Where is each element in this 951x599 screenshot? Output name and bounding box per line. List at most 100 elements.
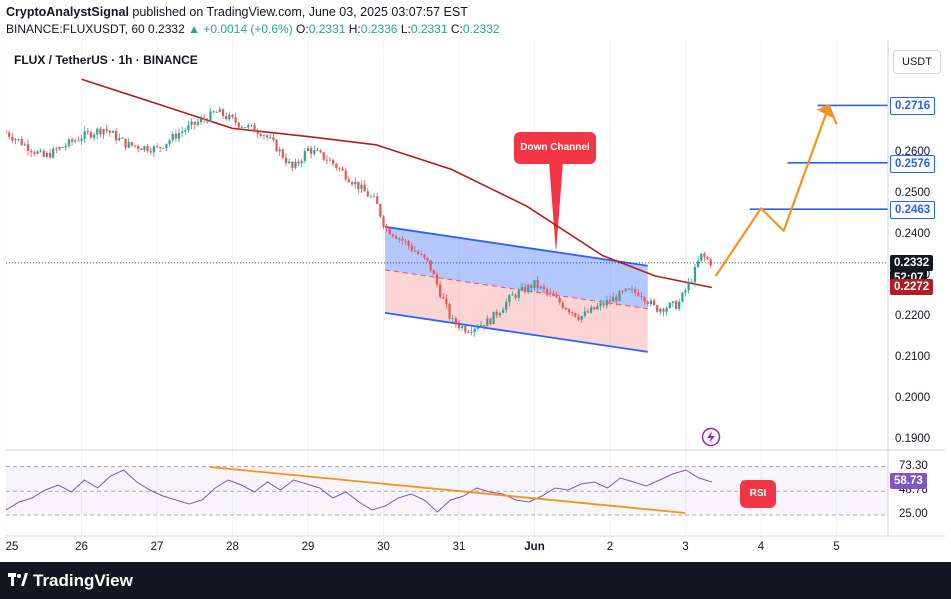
candle-body [646,301,649,305]
candle-body [652,300,656,306]
candle-body [640,296,643,298]
price-label: 0.2332 [890,254,934,271]
candle-body [203,118,206,120]
candle-body [174,133,177,139]
candle-body [108,130,111,133]
candle-body [168,140,171,144]
candle-body [580,315,583,320]
candle-body [209,111,212,122]
price-label: 0.2716 [890,97,936,116]
high-value: 0.2336 [360,22,398,36]
candle-body [193,121,196,125]
currency-button[interactable]: USDT [893,50,941,74]
candle-body [602,303,605,306]
published-text: published on TradingView.com, June 03, 2… [132,5,468,19]
candle-body [357,181,360,190]
candle-body [674,301,678,309]
candle-body [696,260,700,267]
candle-body [20,139,23,146]
candle-body [508,295,511,303]
candle-body [530,284,533,289]
candle-body [52,148,55,158]
candle-body [165,143,168,149]
candle-body [272,137,275,141]
time-tick-label: 30 [377,541,390,553]
candle-body [549,292,552,294]
candle-body [486,318,489,327]
candle-body [8,132,11,137]
candle-body [115,131,118,141]
candle-body [461,326,464,329]
candle-body [495,311,498,316]
candle-body [322,152,325,160]
candle-body [74,140,77,142]
candle-body [105,129,108,131]
candle-body [124,138,127,148]
candle-body [505,302,508,310]
candle-body [83,131,86,139]
candle-body [294,161,297,168]
candle-body [514,294,517,298]
candle-body [341,168,344,171]
tradingview-icon [8,572,28,586]
candle-body [354,181,357,185]
candle-body [407,241,410,246]
candle-body [558,297,561,303]
time-tick-label: 2 [606,541,614,553]
candle-body [687,281,690,291]
candle-body [467,332,470,334]
publisher-name[interactable]: CryptoAnalystSignal [6,5,129,19]
candle-body [432,270,435,275]
candle-body [590,307,593,313]
candle-body [335,163,338,169]
candle-body [300,160,303,164]
chart-area[interactable]: FLUX / TetherUS · 1h · BINANCE Down Chan… [6,40,945,562]
candle-body [350,182,354,185]
candle-body [545,289,549,293]
pane-legend: FLUX / TetherUS · 1h · BINANCE [14,53,198,67]
candle-body [668,302,671,309]
down-channel [384,162,648,353]
candle-body [605,300,608,306]
candle-body [398,238,401,240]
candle-body [706,257,709,260]
candle-body [511,294,514,296]
candle-body [568,309,571,313]
low-label: L: [400,22,411,36]
candle-body [435,274,439,285]
candle-body [536,280,539,289]
candle-body [426,257,429,261]
candle-body [225,116,228,120]
candle-body [593,307,596,310]
candle-body [6,132,8,134]
candle-body [473,328,476,332]
candle-body [479,324,483,328]
candle-body [709,259,712,266]
candle-body [347,179,350,183]
chart-canvas[interactable] [6,40,945,562]
candle-body [77,140,80,142]
candle-body [332,159,335,164]
candle-body [612,297,615,302]
candle-body [693,266,697,283]
candle-body [55,148,58,150]
candle-body [564,307,568,310]
moving-average [81,78,713,289]
candle-body [306,147,310,151]
candle-body [413,250,417,252]
candle-body [64,145,67,148]
candle-body [250,124,253,126]
candle-body [388,227,391,235]
candle-body [401,238,404,241]
candle-body [228,114,231,120]
candles [6,106,712,337]
candle-body [30,150,33,153]
candle-body [184,130,187,132]
candle-body [429,260,432,271]
tradingview-logo[interactable]: TradingView [8,571,133,591]
candle-body [678,301,681,309]
candle-body [140,148,143,151]
candle-body [634,289,637,293]
chart-header: CryptoAnalystSignal published on Trading… [0,0,951,40]
time-tick-label: 26 [75,541,88,553]
